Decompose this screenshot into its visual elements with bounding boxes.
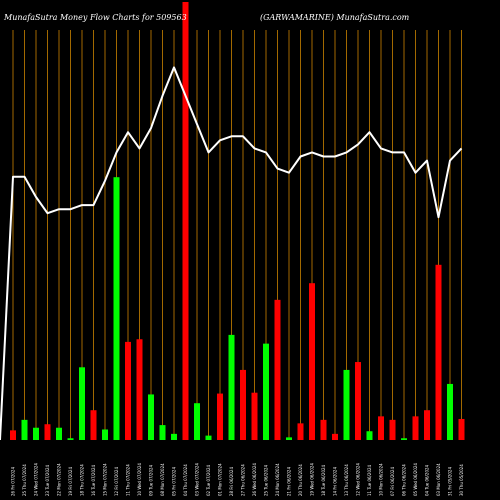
x-tick-label: 13 Thu 06/2024: [344, 464, 349, 496]
bar: [136, 339, 143, 440]
bar: [274, 299, 281, 440]
bar: [389, 419, 396, 440]
bar: [240, 369, 246, 440]
bar: [447, 383, 453, 440]
bar: [251, 392, 258, 440]
bar: [412, 416, 419, 440]
x-tick-label: 26 Wed 06/2024: [252, 463, 257, 496]
bar: [148, 394, 154, 440]
bar: [125, 341, 131, 440]
x-tick-label: 24 Mon 06/2024: [275, 463, 280, 496]
x-tick-label: 07 Fri 06/2024: [390, 467, 395, 496]
x-tick-label: 30 Thu 05/2024: [459, 464, 464, 496]
x-tick-label: 28 Fri 06/2024: [229, 467, 234, 496]
bar: [366, 431, 373, 440]
x-tick-label: 12 Wed 06/2024: [356, 463, 361, 496]
x-tick-label: 02 Tue 07/2024: [206, 464, 211, 496]
x-tick-label: 14 Fri 06/2024: [333, 467, 338, 496]
x-tick-label: 06 Thu 06/2024: [402, 464, 407, 496]
x-tick-label: 10 Mon 06/2024: [379, 463, 384, 496]
bar: [458, 418, 465, 440]
bar: [343, 369, 350, 440]
x-tick-label: 26 Fri 07/2024: [11, 467, 16, 496]
bar: [171, 433, 177, 440]
x-tick-label: 11 Tue 06/2024: [367, 464, 372, 496]
bar: [401, 438, 407, 440]
bar: [113, 177, 120, 440]
bar: [355, 362, 361, 440]
x-tick-label: 05 Wed 06/2024: [413, 463, 418, 496]
x-tick-label: 24 Wed 07/2024: [34, 463, 39, 496]
x-tick-label: 18 Thu 07/2024: [80, 464, 85, 496]
chart-title-left: MunafaSutra Money Flow Charts for 509563: [3, 13, 187, 22]
x-tick-label: 09 Tue 07/2024: [149, 464, 154, 496]
bar: [159, 425, 166, 440]
bar: [263, 343, 269, 440]
chart-title-right: (GARWAMARINE) MunafaSutra.com: [260, 13, 410, 22]
bar: [228, 334, 235, 440]
x-tick-label: 18 Tue 06/2024: [321, 464, 326, 496]
x-tick-label: 04 Tue 06/2024: [425, 464, 430, 496]
x-tick-label: 25 Thu 07/2024: [22, 464, 27, 496]
x-tick-label: 22 Mon 07/2024: [57, 463, 62, 496]
bar: [378, 416, 384, 440]
bar: [33, 427, 39, 440]
x-tick-labels: 26 Fri 07/2024 25 Thu 07/2024 24 Wed 07/20…: [11, 463, 465, 496]
x-tick-label: 05 Fri 07/2024: [172, 467, 177, 496]
bar: [205, 435, 212, 440]
x-tick-label: 25 Tue 06/2024: [264, 464, 269, 496]
x-tick-label: 03 Mon 06/2024: [436, 463, 441, 496]
bar: [286, 437, 292, 440]
x-tick-label: 31 Fri 05/2024: [448, 467, 453, 496]
x-tick-label: 19 Fri 07/2024: [68, 467, 73, 496]
bar: [90, 410, 97, 440]
bar: [67, 438, 74, 440]
bar: [10, 430, 16, 440]
x-tick-label: 10 Wed 07/2024: [137, 463, 142, 496]
x-tick-label: 20 Thu 06/2024: [298, 464, 303, 496]
bar: [435, 264, 442, 440]
bar: [194, 403, 200, 440]
bar: [21, 419, 28, 440]
x-tick-label: 21 Fri 06/2024: [287, 467, 292, 496]
x-tick-label: 12 Fri 07/2024: [114, 467, 119, 496]
x-tick-label: 03 Wed 07/2024: [195, 463, 200, 496]
bar: [297, 423, 304, 440]
bar: [309, 283, 315, 440]
line-series: [0, 66, 463, 441]
x-tick-label: 15 Mon 07/2024: [103, 463, 108, 496]
x-tick-label: 16 Tue 07/2024: [91, 464, 96, 496]
bar: [79, 367, 85, 440]
bar: [56, 427, 62, 440]
bar: [217, 393, 223, 440]
bar: [182, 2, 189, 440]
bar: [424, 410, 430, 440]
bar: [332, 433, 338, 440]
bar: [320, 419, 327, 440]
x-tick-label: 01 Mon 07/2024: [218, 463, 223, 496]
bar: [44, 424, 51, 440]
x-tick-label: 11 Thu 07/2024: [126, 464, 131, 496]
x-tick-label: 23 Tue 07/2024: [45, 464, 50, 496]
bar: [102, 429, 108, 440]
line-path: [0, 66, 463, 441]
x-tick-label: 04 Thu 07/2024: [183, 464, 188, 496]
x-tick-label: 08 Mon 07/2024: [160, 463, 165, 496]
x-tick-label: 19 Wed 06/2024: [310, 463, 315, 496]
bars: [10, 2, 465, 440]
x-tick-label: 27 Thu 06/2024: [241, 464, 246, 496]
